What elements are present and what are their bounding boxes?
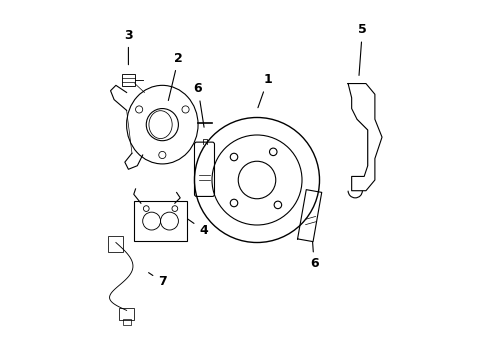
Text: 3: 3 (124, 29, 132, 65)
Text: 5: 5 (357, 23, 366, 76)
Text: 7: 7 (148, 273, 166, 288)
Text: 2: 2 (168, 52, 183, 100)
Text: 4: 4 (187, 219, 207, 237)
Text: 1: 1 (257, 73, 271, 108)
Text: 6: 6 (309, 242, 318, 270)
Text: 6: 6 (193, 82, 203, 127)
